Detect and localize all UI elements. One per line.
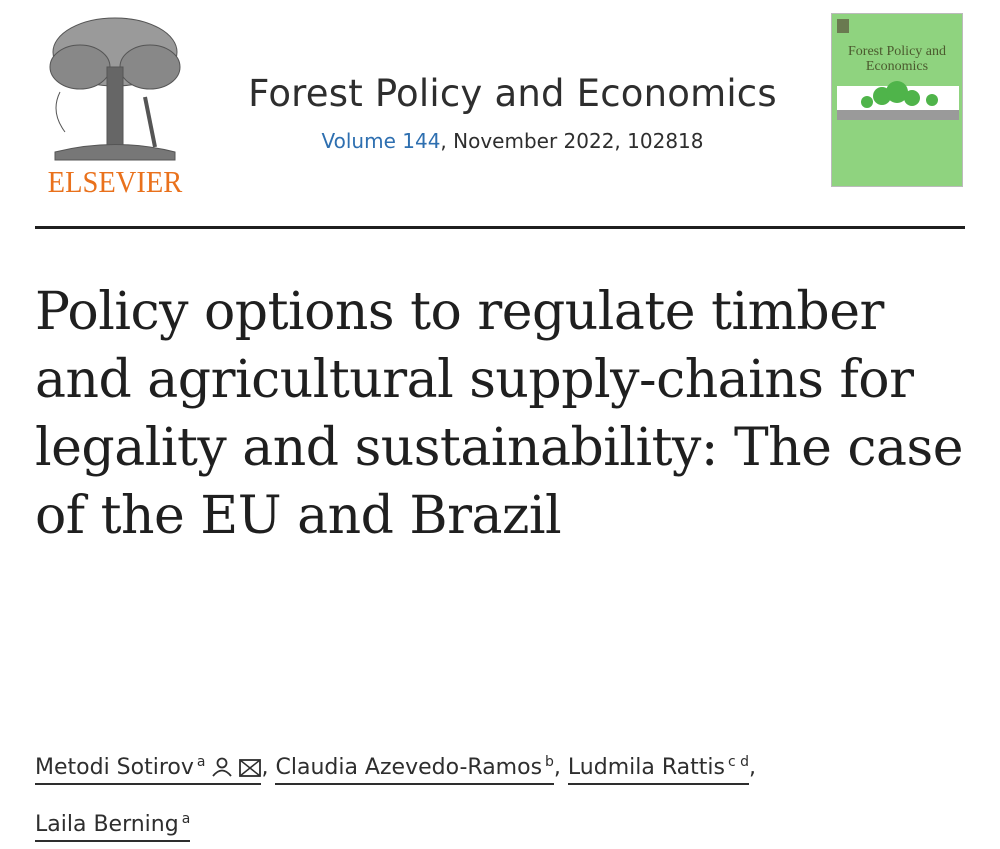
affiliation-marker: c d: [727, 754, 749, 770]
header-divider: [35, 226, 965, 229]
journal-header: Forest Policy and Economics Volume 144, …: [205, 72, 820, 153]
issue-details: , November 2022, 102818: [440, 129, 704, 153]
volume-link[interactable]: Volume 144: [321, 129, 441, 153]
author-name: Laila Berning: [35, 812, 179, 837]
affiliation-marker: a: [196, 754, 206, 770]
journal-title[interactable]: Forest Policy and Economics: [248, 72, 777, 115]
issue-info: Volume 144, November 2022, 102818: [205, 129, 820, 153]
person-icon: [211, 747, 233, 795]
cover-title: Forest Policy and Economics: [848, 44, 946, 74]
elsevier-wordmark: ELSEVIER: [47, 164, 183, 199]
author-name: Metodi Sotirov: [35, 755, 194, 780]
journal-cover-image[interactable]: Forest Policy and Economics: [831, 13, 963, 187]
author-name: Claudia Azevedo-Ramos: [275, 755, 543, 780]
cover-illustration-icon: [837, 19, 959, 120]
author-name: Ludmila Rattis: [567, 755, 725, 780]
article-title: Policy options to regulate timber and ag…: [35, 282, 964, 546]
affiliation-marker: b: [545, 754, 554, 770]
tree-logo-icon: [49, 17, 181, 161]
author-link[interactable]: Claudia Azevedo-Ramos b: [275, 754, 554, 785]
affiliation-marker: a: [181, 811, 191, 827]
author-link[interactable]: Metodi Sotirov a: [35, 754, 262, 785]
author-link[interactable]: Laila Berning a: [35, 811, 191, 842]
author-link[interactable]: Ludmila Rattis c d: [567, 754, 749, 785]
author-list: Metodi Sotirov a, Claudia Azevedo-Ramos b,…: [35, 738, 975, 849]
envelope-icon: [239, 747, 262, 795]
elsevier-logo[interactable]: ELSEVIER: [35, 12, 195, 199]
